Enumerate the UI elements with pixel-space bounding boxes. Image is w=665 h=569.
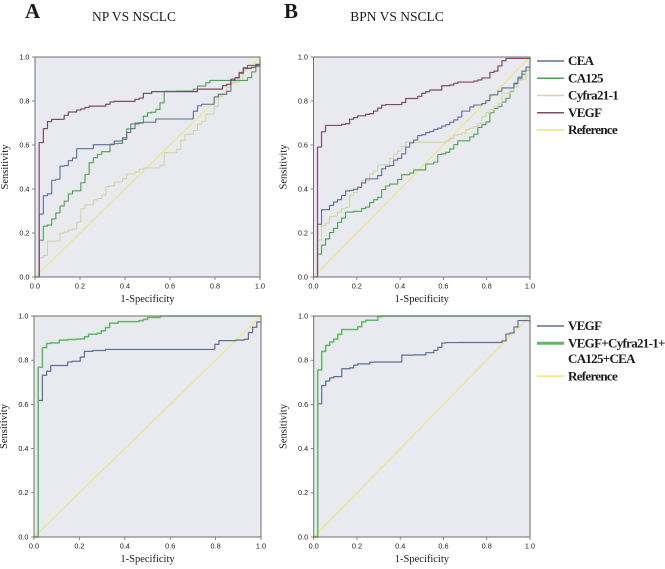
svg-text:0.4: 0.4 [120, 542, 130, 551]
svg-text:1.0: 1.0 [525, 542, 535, 551]
svg-text:1-Specificity: 1-Specificity [120, 554, 175, 565]
svg-text:0.8: 0.8 [482, 282, 492, 291]
svg-text:0.0: 0.0 [309, 542, 319, 551]
svg-text:0.2: 0.2 [298, 488, 308, 497]
svg-text:0.0: 0.0 [30, 282, 40, 291]
svg-text:0.6: 0.6 [165, 542, 175, 551]
svg-text:A: A [25, 0, 41, 23]
svg-text:VEGF: VEGF [568, 105, 602, 120]
svg-text:0.0: 0.0 [298, 532, 308, 541]
svg-text:NP VS NSCLC: NP VS NSCLC [92, 9, 176, 24]
svg-text:0.0: 0.0 [19, 272, 29, 281]
svg-text:Sensitivity: Sensitivity [0, 144, 11, 190]
svg-text:0.8: 0.8 [18, 356, 28, 365]
svg-text:VEGF: VEGF [568, 318, 602, 333]
svg-text:0.8: 0.8 [298, 356, 308, 365]
svg-text:0.0: 0.0 [298, 272, 308, 281]
svg-text:1-Specificity: 1-Specificity [395, 294, 450, 305]
svg-text:0.2: 0.2 [298, 228, 308, 237]
svg-text:1.0: 1.0 [255, 282, 265, 291]
svg-text:0.4: 0.4 [19, 184, 29, 193]
svg-text:1.0: 1.0 [525, 282, 535, 291]
svg-text:1-Specificity: 1-Specificity [395, 554, 450, 565]
svg-text:0.0: 0.0 [18, 532, 28, 541]
svg-text:0.8: 0.8 [482, 542, 492, 551]
svg-text:0.6: 0.6 [438, 542, 448, 551]
svg-text:0.2: 0.2 [74, 542, 84, 551]
svg-text:0.6: 0.6 [18, 400, 28, 409]
svg-text:1-Specificity: 1-Specificity [120, 294, 175, 305]
svg-text:0.4: 0.4 [298, 444, 308, 453]
svg-text:0.6: 0.6 [298, 400, 308, 409]
svg-text:0.0: 0.0 [29, 542, 39, 551]
svg-text:0.2: 0.2 [19, 228, 29, 237]
svg-text:CA125: CA125 [568, 71, 604, 86]
svg-text:Reference: Reference [568, 368, 618, 383]
svg-text:0.4: 0.4 [18, 444, 28, 453]
svg-text:CA125+CEA: CA125+CEA [568, 351, 636, 366]
svg-text:0.6: 0.6 [298, 140, 308, 149]
svg-text:0.6: 0.6 [19, 140, 29, 149]
svg-text:BPN VS NSCLC: BPN VS NSCLC [350, 9, 444, 24]
svg-text:1.0: 1.0 [18, 311, 28, 320]
svg-text:1.0: 1.0 [298, 311, 308, 320]
svg-text:0.8: 0.8 [298, 96, 308, 105]
svg-text:Sensitivity: Sensitivity [279, 403, 290, 449]
svg-text:1.0: 1.0 [19, 52, 29, 61]
svg-text:0.4: 0.4 [395, 282, 405, 291]
svg-text:1.0: 1.0 [298, 52, 308, 61]
svg-text:Cyfra21-1: Cyfra21-1 [568, 88, 618, 103]
svg-text:0.2: 0.2 [352, 282, 362, 291]
svg-text:VEGF+Cyfra21-1+: VEGF+Cyfra21-1+ [568, 336, 665, 351]
svg-text:0.6: 0.6 [438, 282, 448, 291]
svg-text:0.8: 0.8 [19, 96, 29, 105]
svg-text:Reference: Reference [568, 122, 618, 137]
svg-text:0.2: 0.2 [75, 282, 85, 291]
svg-text:0.8: 0.8 [211, 542, 221, 551]
svg-text:1.0: 1.0 [256, 542, 266, 551]
svg-text:0.0: 0.0 [308, 282, 318, 291]
svg-text:0.4: 0.4 [120, 282, 130, 291]
svg-text:B: B [284, 0, 298, 23]
svg-text:0.4: 0.4 [298, 184, 308, 193]
svg-text:0.2: 0.2 [18, 488, 28, 497]
svg-text:Sensitivity: Sensitivity [0, 403, 10, 449]
svg-text:CEA: CEA [568, 53, 595, 68]
svg-text:0.4: 0.4 [395, 542, 405, 551]
svg-text:0.8: 0.8 [210, 282, 220, 291]
svg-text:0.6: 0.6 [165, 282, 175, 291]
svg-text:Sensitivity: Sensitivity [279, 144, 290, 190]
svg-text:0.2: 0.2 [352, 542, 362, 551]
